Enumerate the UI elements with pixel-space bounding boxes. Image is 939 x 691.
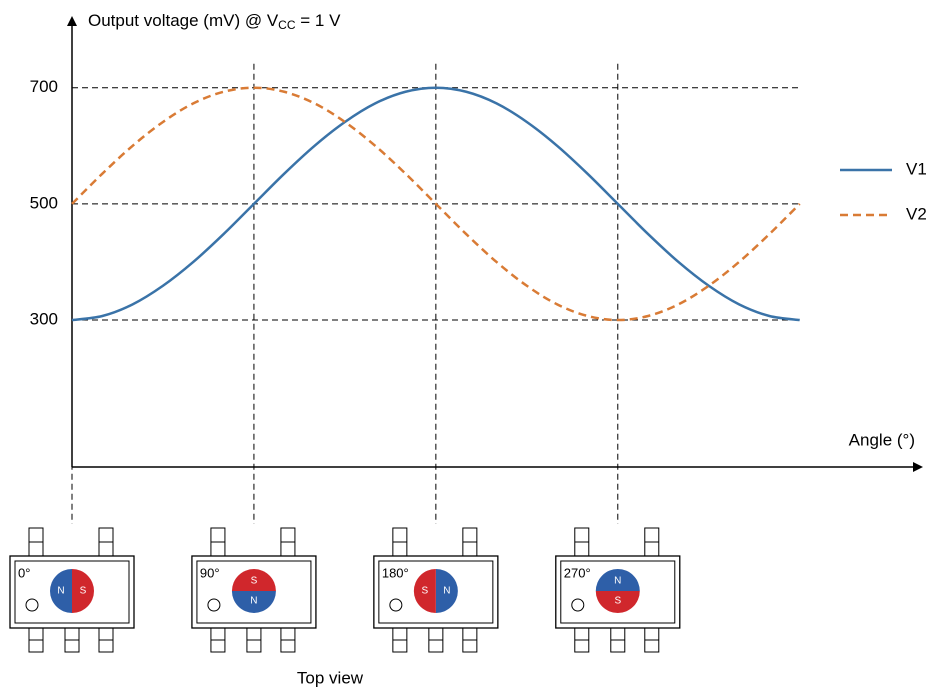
pole-label: S [80,586,87,597]
pole-label: N [57,586,64,597]
pole-label: N [443,586,450,597]
y-label-rest: = 1 V [296,11,342,30]
caption: Top view [297,668,364,687]
pole-label: N [614,576,621,587]
pole-label: N [250,596,257,607]
pin1-dot [26,599,38,611]
chart: Output voltage (mV) @ VCC = 1 V Angle (°… [0,0,939,691]
chip: 180° N S [374,528,498,652]
legend-label: V2 [906,204,927,223]
y-label-text: Output voltage (mV) @ V [88,11,279,30]
angle-label: 180° [382,565,409,580]
pin1-dot [390,599,402,611]
y-tick-label: 700 [30,77,58,96]
chip: 90° NS [192,528,316,652]
chip: 270° NS [556,528,680,652]
chip: 0° N S [10,528,134,652]
y-axis-label: Output voltage (mV) @ VCC = 1 V [88,11,341,32]
y-tick-label: 500 [30,193,58,212]
y-tick-label: 300 [30,310,58,329]
pin1-dot [572,599,584,611]
pin1-dot [208,599,220,611]
pole-label: S [422,586,429,597]
pole-label: S [614,596,621,607]
x-axis-label: Angle (°) [849,430,915,449]
pole-label: S [251,576,258,587]
angle-label: 0° [18,565,30,580]
y-label-sub: CC [278,18,296,32]
angle-label: 270° [564,565,591,580]
angle-label: 90° [200,565,220,580]
legend-label: V1 [906,159,927,178]
